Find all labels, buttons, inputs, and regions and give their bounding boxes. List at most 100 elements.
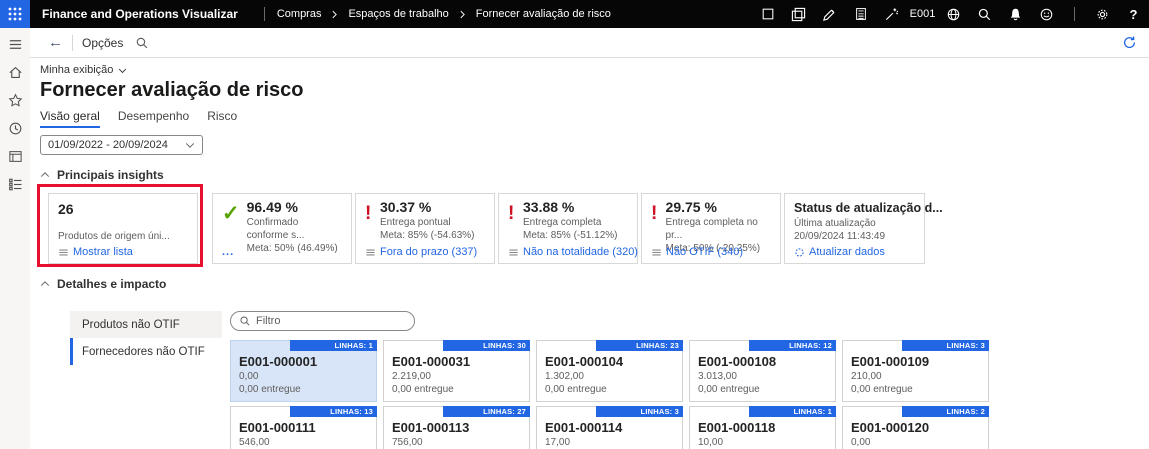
details-menu-item[interactable]: Produtos não OTIF (70, 311, 222, 338)
overflow-link[interactable]: ... (222, 246, 235, 258)
tile-id: E001-000113 (392, 420, 470, 435)
show-list-link[interactable]: Mostrar lista (58, 246, 133, 258)
not-in-full-link[interactable]: Não na totalidade (320) (508, 246, 638, 258)
supplier-tile[interactable]: LINHAS: 1 E001-000118 10,00 0,00 entregu… (689, 406, 836, 449)
tab-desempenho[interactable]: Desempenho (117, 109, 190, 123)
back-button[interactable]: ← (48, 34, 63, 51)
settings-button[interactable] (1087, 0, 1118, 28)
view-selector[interactable]: Minha exibição (40, 64, 127, 76)
chevron-down-icon (119, 68, 127, 73)
smiley-icon (1040, 8, 1053, 20)
tile-id: E001-000118 (698, 420, 776, 435)
task-recorder-button[interactable] (876, 0, 907, 28)
date-range-value: 01/09/2022 - 20/09/2024 (48, 139, 168, 151)
breadcrumb-item[interactable]: Espaços de trabalho (348, 8, 449, 20)
chevron-right-icon (330, 10, 339, 19)
view-selector-label: Minha exibição (40, 64, 114, 76)
card-label: Confirmado conforme s... (246, 217, 305, 241)
card-value: 33.88 % (523, 199, 575, 215)
details-section-header[interactable]: Detalhes e impacto (40, 277, 166, 291)
multitask-windows-icon (791, 7, 806, 21)
breadcrumb-item[interactable]: Compras (276, 8, 322, 20)
insight-card-on-time[interactable]: ! 30.37 % Entrega pontual Meta: 85% (-54… (355, 193, 495, 264)
alert-icon: ! (651, 203, 658, 224)
tile-id: E001-000120 (851, 420, 930, 435)
company-button[interactable] (938, 0, 969, 28)
insight-card-confirmed[interactable]: ✓ 96.49 % Confirmado conforme s... Meta:… (212, 193, 352, 264)
insight-card-refresh-status[interactable]: Status de atualização d... Última atuali… (784, 193, 943, 264)
late-orders-link[interactable]: Fora do prazo (337) (365, 246, 477, 258)
feedback-button[interactable] (1031, 0, 1062, 28)
search-button[interactable] (969, 0, 1000, 28)
breadcrumb: Compras Espaços de trabalho Fornecer ava… (277, 8, 611, 20)
supplier-tile[interactable]: LINHAS: 3 E001-000114 17,00 0,00 entregu… (536, 406, 683, 449)
refresh-page-button[interactable] (1122, 35, 1137, 50)
supplier-tile[interactable]: LINHAS: 12 E001-000108 3.013,00 0,00 ent… (689, 340, 836, 402)
action-pane: ← Opções (0, 28, 1149, 58)
alert-icon: ! (508, 203, 515, 224)
breadcrumb-item[interactable]: Fornecer avaliação de risco (475, 8, 611, 20)
link-label: Atualizar dados (809, 246, 885, 258)
notifications-button[interactable] (1000, 0, 1031, 28)
chevron-up-icon (40, 172, 50, 177)
nav-workspaces-button[interactable] (7, 148, 23, 164)
nav-home-button[interactable] (7, 64, 23, 80)
chevron-right-icon (458, 10, 467, 19)
insight-card-in-full[interactable]: ! 33.88 % Entrega completa Meta: 85% (-5… (498, 193, 638, 264)
tile-lines-badge: LINHAS: 13 (290, 406, 377, 417)
star-icon (8, 93, 22, 107)
link-label: Não na totalidade (320) (523, 246, 638, 258)
copilot-button[interactable] (814, 0, 845, 28)
supplier-tile[interactable]: LINHAS: 13 E001-000111 546,00 0,00 entre… (230, 406, 377, 449)
tile-lines-badge: LINHAS: 2 (902, 406, 989, 417)
insights-section-header[interactable]: Principais insights (40, 168, 164, 182)
environment-label[interactable]: E001 (909, 8, 936, 20)
tile-lines-badge: LINHAS: 1 (290, 340, 377, 351)
topbar-divider (263, 7, 265, 21)
not-otif-link[interactable]: Não OTIF (340) (651, 246, 743, 258)
calculator-button[interactable] (845, 0, 876, 28)
card-timestamp: 20/09/2024 11:43:49 (794, 231, 886, 242)
tile-id: E001-000114 (545, 420, 623, 435)
help-button[interactable]: ? (1129, 6, 1138, 22)
card-value: 30.37 % (380, 199, 432, 215)
supplier-tile[interactable]: LINHAS: 2 E001-000120 0,00 0,00 entregue (842, 406, 989, 449)
search-icon (240, 316, 250, 326)
details-menu-item[interactable]: Fornecedores não OTIF (70, 338, 222, 365)
search-icon[interactable] (135, 36, 149, 50)
tile-delivered: 0,00 entregue (698, 383, 760, 395)
actionbar-divider (72, 34, 73, 51)
clock-icon (9, 122, 21, 134)
supplier-tile[interactable]: LINHAS: 23 E001-000104 1.302,00 0,00 ent… (536, 340, 683, 402)
insight-card-otif[interactable]: ! 29.75 % Entrega completa no pr... Meta… (641, 193, 781, 264)
supplier-tile[interactable]: LINHAS: 30 E001-000031 2.219,00 0,00 ent… (383, 340, 530, 402)
card-meta: Meta: 85% (-51.12%) (523, 230, 618, 241)
insight-card-unique-source[interactable]: 26 Produtos de origem úni... Mostrar lis… (48, 193, 198, 264)
calculator-icon (855, 8, 866, 20)
nav-modules-button[interactable] (7, 176, 23, 192)
maximize-button[interactable] (752, 0, 783, 28)
globe-icon (947, 8, 960, 20)
tab-risco[interactable]: Risco (207, 109, 238, 123)
options-menu-button[interactable]: Opções (82, 35, 124, 50)
nav-menu-button[interactable] (7, 36, 23, 52)
multitasking-button[interactable] (783, 0, 814, 28)
tile-lines-badge: LINHAS: 1 (749, 406, 836, 417)
supplier-tile[interactable]: LINHAS: 27 E001-000113 756,00 2,00 entre… (383, 406, 530, 449)
tile-qty: 17,00 (545, 437, 571, 448)
date-range-dropdown[interactable]: 01/09/2022 - 20/09/2024 (40, 135, 203, 155)
filter-input[interactable] (256, 315, 396, 327)
list-icon (652, 249, 661, 255)
tab-visao-geral[interactable]: Visão geral (40, 109, 100, 128)
tile-lines-badge: LINHAS: 23 (596, 340, 683, 351)
filter-field[interactable] (230, 311, 415, 331)
refresh-data-link[interactable]: Atualizar dados (794, 246, 885, 258)
card-value: 26 (58, 201, 74, 217)
supplier-tile[interactable]: LINHAS: 3 E001-000109 210,00 0,00 entreg… (842, 340, 989, 402)
nav-recent-button[interactable] (7, 120, 23, 136)
form-window-icon (8, 150, 22, 162)
app-launcher-button[interactable] (0, 0, 30, 28)
tile-qty: 0,00 (851, 437, 871, 448)
supplier-tile[interactable]: LINHAS: 1 E001-000001 0,00 0,00 entregue (230, 340, 377, 402)
nav-favorites-button[interactable] (7, 92, 23, 108)
